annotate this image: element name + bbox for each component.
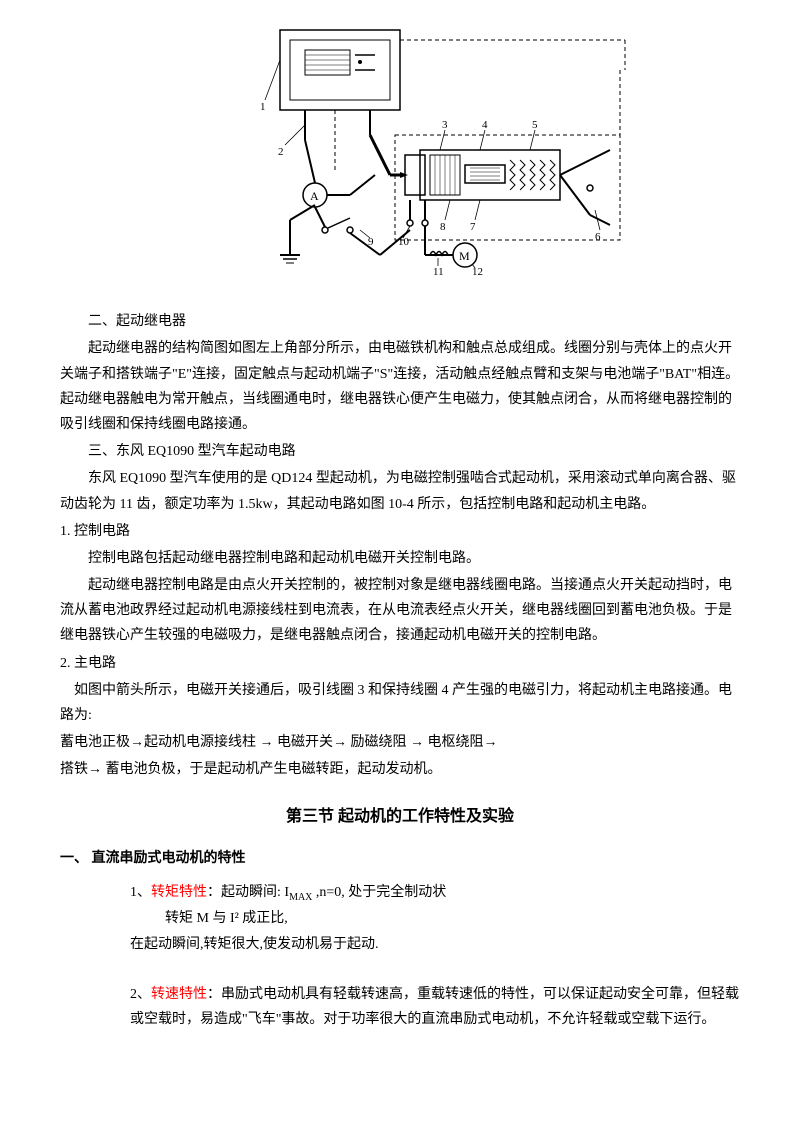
- label-11: 11: [433, 266, 444, 278]
- main-section-title: 第三节 起动机的工作特性及实验: [60, 803, 740, 832]
- item2: 2、转速特性：串励式电动机具有轻载转速高，重载转速低的特性，可以保证起动安全可靠…: [130, 982, 740, 1032]
- label-5: 5: [532, 119, 538, 131]
- label-A: A: [310, 189, 319, 203]
- label-2: 2: [278, 146, 284, 158]
- diagram-svg: 1 2: [250, 20, 630, 280]
- label-7: 7: [470, 221, 476, 233]
- sub1-p2: 起动继电器控制电路是由点火开关控制的，被控制对象是继电器线圈电路。当接通点火开关…: [60, 573, 740, 649]
- sub2-p3: 搭铁→ 蓄电池负极，于是起动机产生电磁转距，起动发动机。: [60, 757, 740, 782]
- item1: 1、转矩特性：起动瞬间: IMAX ,n=0, 处于完全制动状: [130, 880, 740, 907]
- label-M: M: [459, 249, 470, 263]
- section2-title: 二、起动继电器: [60, 309, 740, 334]
- sub2-title: 2. 主电路: [60, 651, 740, 676]
- label-6: 6: [595, 231, 601, 243]
- sub2-p1: 如图中箭头所示，电磁开关接通后，吸引线圈 3 和保持线圈 4 产生强的电磁引力，…: [60, 678, 740, 728]
- section3-p1: 东风 EQ1090 型汽车使用的是 QD124 型起动机，为电磁控制强啮合式起动…: [60, 466, 740, 516]
- label-8: 8: [440, 221, 446, 233]
- item1-line3: 在起动瞬间,转矩很大,使发动机易于起动.: [130, 932, 740, 957]
- item1-line2: 转矩 M 与 I² 成正比,: [165, 906, 740, 931]
- label-12: 12: [472, 266, 483, 278]
- section3-title: 三、东风 EQ1090 型汽车起动电路: [60, 439, 740, 464]
- section2-p1: 起动继电器的结构简图如图左上角部分所示，由电磁铁机构和触点总成组成。线圈分别与壳…: [60, 336, 740, 437]
- red-torque: 转矩特性: [151, 885, 207, 900]
- label-1: 1: [260, 101, 266, 113]
- subsection1-title: 一、 直流串励式电动机的特性: [60, 846, 740, 871]
- sub2-p2: 蓄电池正极→起动机电源接线柱 → 电磁开关→ 励磁绕阻 → 电枢绕阻→: [60, 730, 740, 755]
- label-3: 3: [442, 119, 448, 131]
- label-4: 4: [482, 119, 488, 131]
- circuit-diagram: 1 2: [60, 20, 740, 289]
- sub1-title: 1. 控制电路: [60, 519, 740, 544]
- red-speed: 转速特性: [151, 987, 207, 1002]
- sub1-p1: 控制电路包括起动继电器控制电路和起动机电磁开关控制电路。: [60, 546, 740, 571]
